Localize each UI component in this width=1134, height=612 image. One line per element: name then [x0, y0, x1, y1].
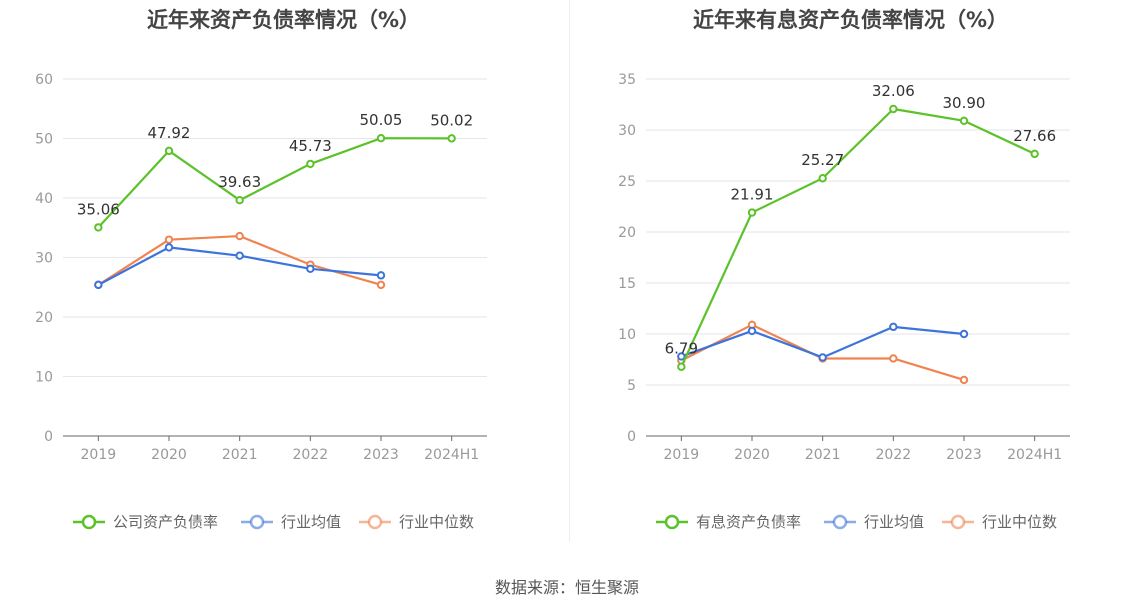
series-line [97, 137, 452, 229]
legend-label: 有息资产负债率 [696, 513, 801, 531]
legend-marker [249, 514, 265, 530]
data-point [959, 375, 969, 385]
y-tick-label: 5 [627, 378, 636, 394]
series-line [680, 323, 965, 381]
data-label: 27.66 [1013, 127, 1056, 145]
data-point [164, 243, 174, 252]
y-tick-label: 30 [618, 123, 636, 139]
chart-title: 近年来有息资产负债率情况（%） [692, 8, 1009, 32]
data-point [959, 116, 969, 126]
y-tick-label: 20 [618, 225, 636, 241]
legend-item: 有息资产负债率 [656, 513, 801, 531]
x-tick-label: 2019 [81, 447, 117, 463]
data-point [677, 352, 686, 361]
legend-label: 行业均值 [281, 513, 341, 531]
data-point [889, 322, 898, 332]
data-point [959, 329, 969, 339]
data-point [889, 104, 898, 114]
y-tick-label: 0 [44, 429, 53, 445]
x-tick-label: 2024H1 [424, 447, 479, 463]
legend-marker [81, 514, 97, 530]
y-tick-label: 25 [618, 174, 636, 190]
data-point [376, 271, 386, 280]
legend-label: 行业均值 [864, 513, 924, 531]
x-tick-label: 2023 [946, 447, 982, 463]
x-tick-label: 2023 [363, 447, 399, 463]
data-label: 21.91 [731, 186, 774, 204]
legend-label: 行业中位数 [399, 513, 474, 531]
data-point [235, 231, 244, 241]
data-point [306, 264, 315, 274]
data-point [376, 280, 386, 290]
x-tick-label: 2020 [734, 447, 770, 463]
y-tick-label: 15 [618, 276, 636, 292]
panel-divider [569, 0, 570, 542]
data-point [235, 251, 244, 260]
chart-panel-left: 近年来资产负债率情况（%） 0 10 20 30 40 50 60 2019 2020 2021 2… [0, 0, 567, 560]
data-label: 6.79 [665, 340, 698, 358]
data-point [447, 134, 456, 143]
y-tick-label: 0 [627, 429, 636, 445]
data-point [747, 326, 757, 336]
data-label: 45.73 [289, 137, 332, 155]
data-point [94, 280, 103, 290]
y-tick-label: 10 [618, 327, 636, 343]
legend-marker [832, 514, 848, 530]
data-label: 47.92 [148, 124, 191, 142]
legend-item: 行业均值 [824, 513, 924, 531]
data-label: 50.02 [430, 111, 473, 129]
data-point [1030, 149, 1039, 159]
legend-item: 公司资产负债率 [73, 513, 218, 531]
legend-label: 公司资产负债率 [113, 513, 218, 531]
series-line [97, 234, 382, 286]
x-tick-label: 2022 [293, 447, 329, 463]
legend-label: 行业中位数 [982, 513, 1057, 531]
x-tick-label: 2021 [222, 447, 258, 463]
legend-item: 行业中位数 [942, 513, 1057, 531]
series-line [680, 107, 1036, 368]
legend-marker [367, 514, 383, 530]
data-point [889, 354, 898, 363]
x-tick-label: 2021 [805, 447, 841, 463]
data-point [677, 362, 686, 371]
data-point [164, 146, 174, 156]
data-label: 39.63 [218, 173, 261, 191]
legend-marker [950, 514, 966, 530]
x-tick-label: 2020 [151, 447, 187, 463]
chart-panel-right: 近年来有息资产负债率情况（%） 0 5 10 15 20 25 30 35 2019 2020 20… [567, 0, 1134, 560]
series-line [680, 325, 965, 359]
data-label: 32.06 [872, 82, 915, 100]
data-point [164, 235, 174, 244]
data-point [306, 159, 315, 169]
line-chart-right: 0 5 10 15 20 25 30 35 2019 2020 2021 2022 2023 2024H1… [618, 72, 1070, 531]
y-tick-label: 40 [35, 191, 53, 207]
x-tick-label: 2024H1 [1007, 447, 1062, 463]
y-tick-label: 30 [35, 251, 53, 267]
data-point [818, 174, 827, 183]
data-label: 30.90 [943, 94, 986, 112]
y-tick-label: 10 [35, 370, 53, 386]
line-chart-left: 0 10 20 30 40 50 60 2019 2020 2021 2022 2023 2024H1 3… [35, 72, 487, 531]
data-label: 50.05 [360, 111, 403, 129]
y-tick-label: 35 [618, 72, 636, 88]
x-tick-label: 2022 [876, 447, 912, 463]
y-tick-label: 60 [35, 72, 53, 88]
data-source-label: 数据来源：恒生聚源 [494, 578, 639, 597]
data-point [818, 353, 827, 362]
legend-item: 行业中位数 [359, 513, 474, 531]
data-label: 35.06 [77, 200, 120, 218]
chart-title: 近年来资产负债率情况（%） [146, 8, 421, 32]
legend-marker [664, 514, 680, 530]
x-tick-label: 2019 [664, 447, 700, 463]
data-label: 25.27 [801, 151, 844, 169]
y-tick-label: 50 [35, 132, 53, 148]
legend-item: 行业均值 [241, 513, 341, 531]
data-point [747, 208, 757, 217]
data-point [235, 196, 244, 205]
data-point [94, 223, 103, 232]
y-tick-label: 20 [35, 310, 53, 326]
data-point [376, 134, 386, 143]
